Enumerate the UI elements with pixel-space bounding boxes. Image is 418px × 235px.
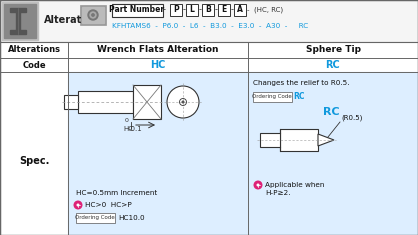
Text: HC: HC bbox=[150, 60, 166, 70]
FancyBboxPatch shape bbox=[202, 4, 214, 16]
Circle shape bbox=[179, 98, 186, 106]
Text: B: B bbox=[205, 5, 211, 15]
Bar bbox=[260, 133, 280, 147]
Bar bbox=[2, 2, 38, 40]
Bar bbox=[0, 58, 418, 72]
Polygon shape bbox=[318, 134, 334, 146]
Text: 0: 0 bbox=[125, 118, 129, 123]
Text: -: - bbox=[163, 5, 166, 15]
Text: Sphere Tip: Sphere Tip bbox=[306, 46, 360, 55]
Circle shape bbox=[88, 10, 98, 20]
Text: Part Number: Part Number bbox=[110, 5, 165, 15]
FancyBboxPatch shape bbox=[218, 4, 230, 16]
Text: HC10.0: HC10.0 bbox=[118, 215, 145, 220]
FancyBboxPatch shape bbox=[112, 4, 163, 16]
FancyBboxPatch shape bbox=[186, 4, 198, 16]
Circle shape bbox=[76, 204, 79, 207]
Circle shape bbox=[92, 14, 94, 16]
Text: Code: Code bbox=[22, 60, 46, 70]
Circle shape bbox=[257, 184, 260, 187]
Bar bbox=[133, 85, 161, 119]
Text: (HC, RC): (HC, RC) bbox=[254, 7, 283, 13]
Bar bbox=[82, 7, 104, 23]
Text: RC: RC bbox=[326, 60, 340, 70]
Text: HC>0  HC>P: HC>0 HC>P bbox=[85, 202, 132, 208]
Text: Applicable when
H-P≥2.: Applicable when H-P≥2. bbox=[265, 182, 324, 196]
Text: -: - bbox=[247, 7, 249, 13]
Text: -0.1: -0.1 bbox=[129, 126, 143, 132]
Text: -: - bbox=[230, 5, 234, 15]
Circle shape bbox=[253, 180, 263, 189]
Bar bbox=[0, 72, 68, 235]
Circle shape bbox=[90, 12, 96, 18]
Text: -: - bbox=[214, 5, 217, 15]
Bar bbox=[0, 42, 418, 235]
Text: KFHTAMS6  -  P6.0  -  L6  -  B3.0  -  E3.0  -  A30  -     RC: KFHTAMS6 - P6.0 - L6 - B3.0 - E3.0 - A30… bbox=[112, 23, 308, 29]
Polygon shape bbox=[10, 8, 26, 34]
Text: E: E bbox=[222, 5, 227, 15]
Text: P: P bbox=[173, 5, 179, 15]
Text: Changes the relief to R0.5.: Changes the relief to R0.5. bbox=[253, 80, 349, 86]
Bar bbox=[0, 42, 418, 58]
Text: Ordering Code: Ordering Code bbox=[75, 215, 115, 220]
Text: Spec.: Spec. bbox=[19, 157, 49, 167]
Text: Alterations: Alterations bbox=[8, 46, 61, 55]
Circle shape bbox=[167, 86, 199, 118]
FancyBboxPatch shape bbox=[234, 4, 246, 16]
Bar bbox=[80, 5, 106, 25]
Bar bbox=[280, 129, 318, 151]
Text: A: A bbox=[237, 5, 243, 15]
Text: RC: RC bbox=[293, 92, 304, 101]
Bar bbox=[68, 72, 418, 235]
FancyBboxPatch shape bbox=[170, 4, 182, 16]
Text: -: - bbox=[199, 5, 201, 15]
Text: HC=0.5mm Increment: HC=0.5mm Increment bbox=[76, 190, 157, 196]
Text: (R0.5): (R0.5) bbox=[341, 114, 362, 121]
Text: Wrench Flats Alteration: Wrench Flats Alteration bbox=[97, 46, 219, 55]
Bar bbox=[4, 4, 36, 38]
Text: HC: HC bbox=[123, 126, 133, 132]
Bar bbox=[0, 0, 418, 42]
FancyBboxPatch shape bbox=[76, 212, 115, 223]
Circle shape bbox=[181, 101, 184, 103]
Bar bbox=[64, 95, 78, 109]
Text: Alterations: Alterations bbox=[44, 15, 105, 25]
Bar bbox=[0, 0, 418, 42]
Text: -: - bbox=[183, 5, 186, 15]
Text: RC: RC bbox=[323, 107, 339, 117]
Circle shape bbox=[74, 200, 82, 209]
Text: L: L bbox=[189, 5, 194, 15]
Bar bbox=[78, 91, 133, 113]
FancyBboxPatch shape bbox=[252, 91, 291, 102]
Text: Ordering Code: Ordering Code bbox=[252, 94, 292, 99]
